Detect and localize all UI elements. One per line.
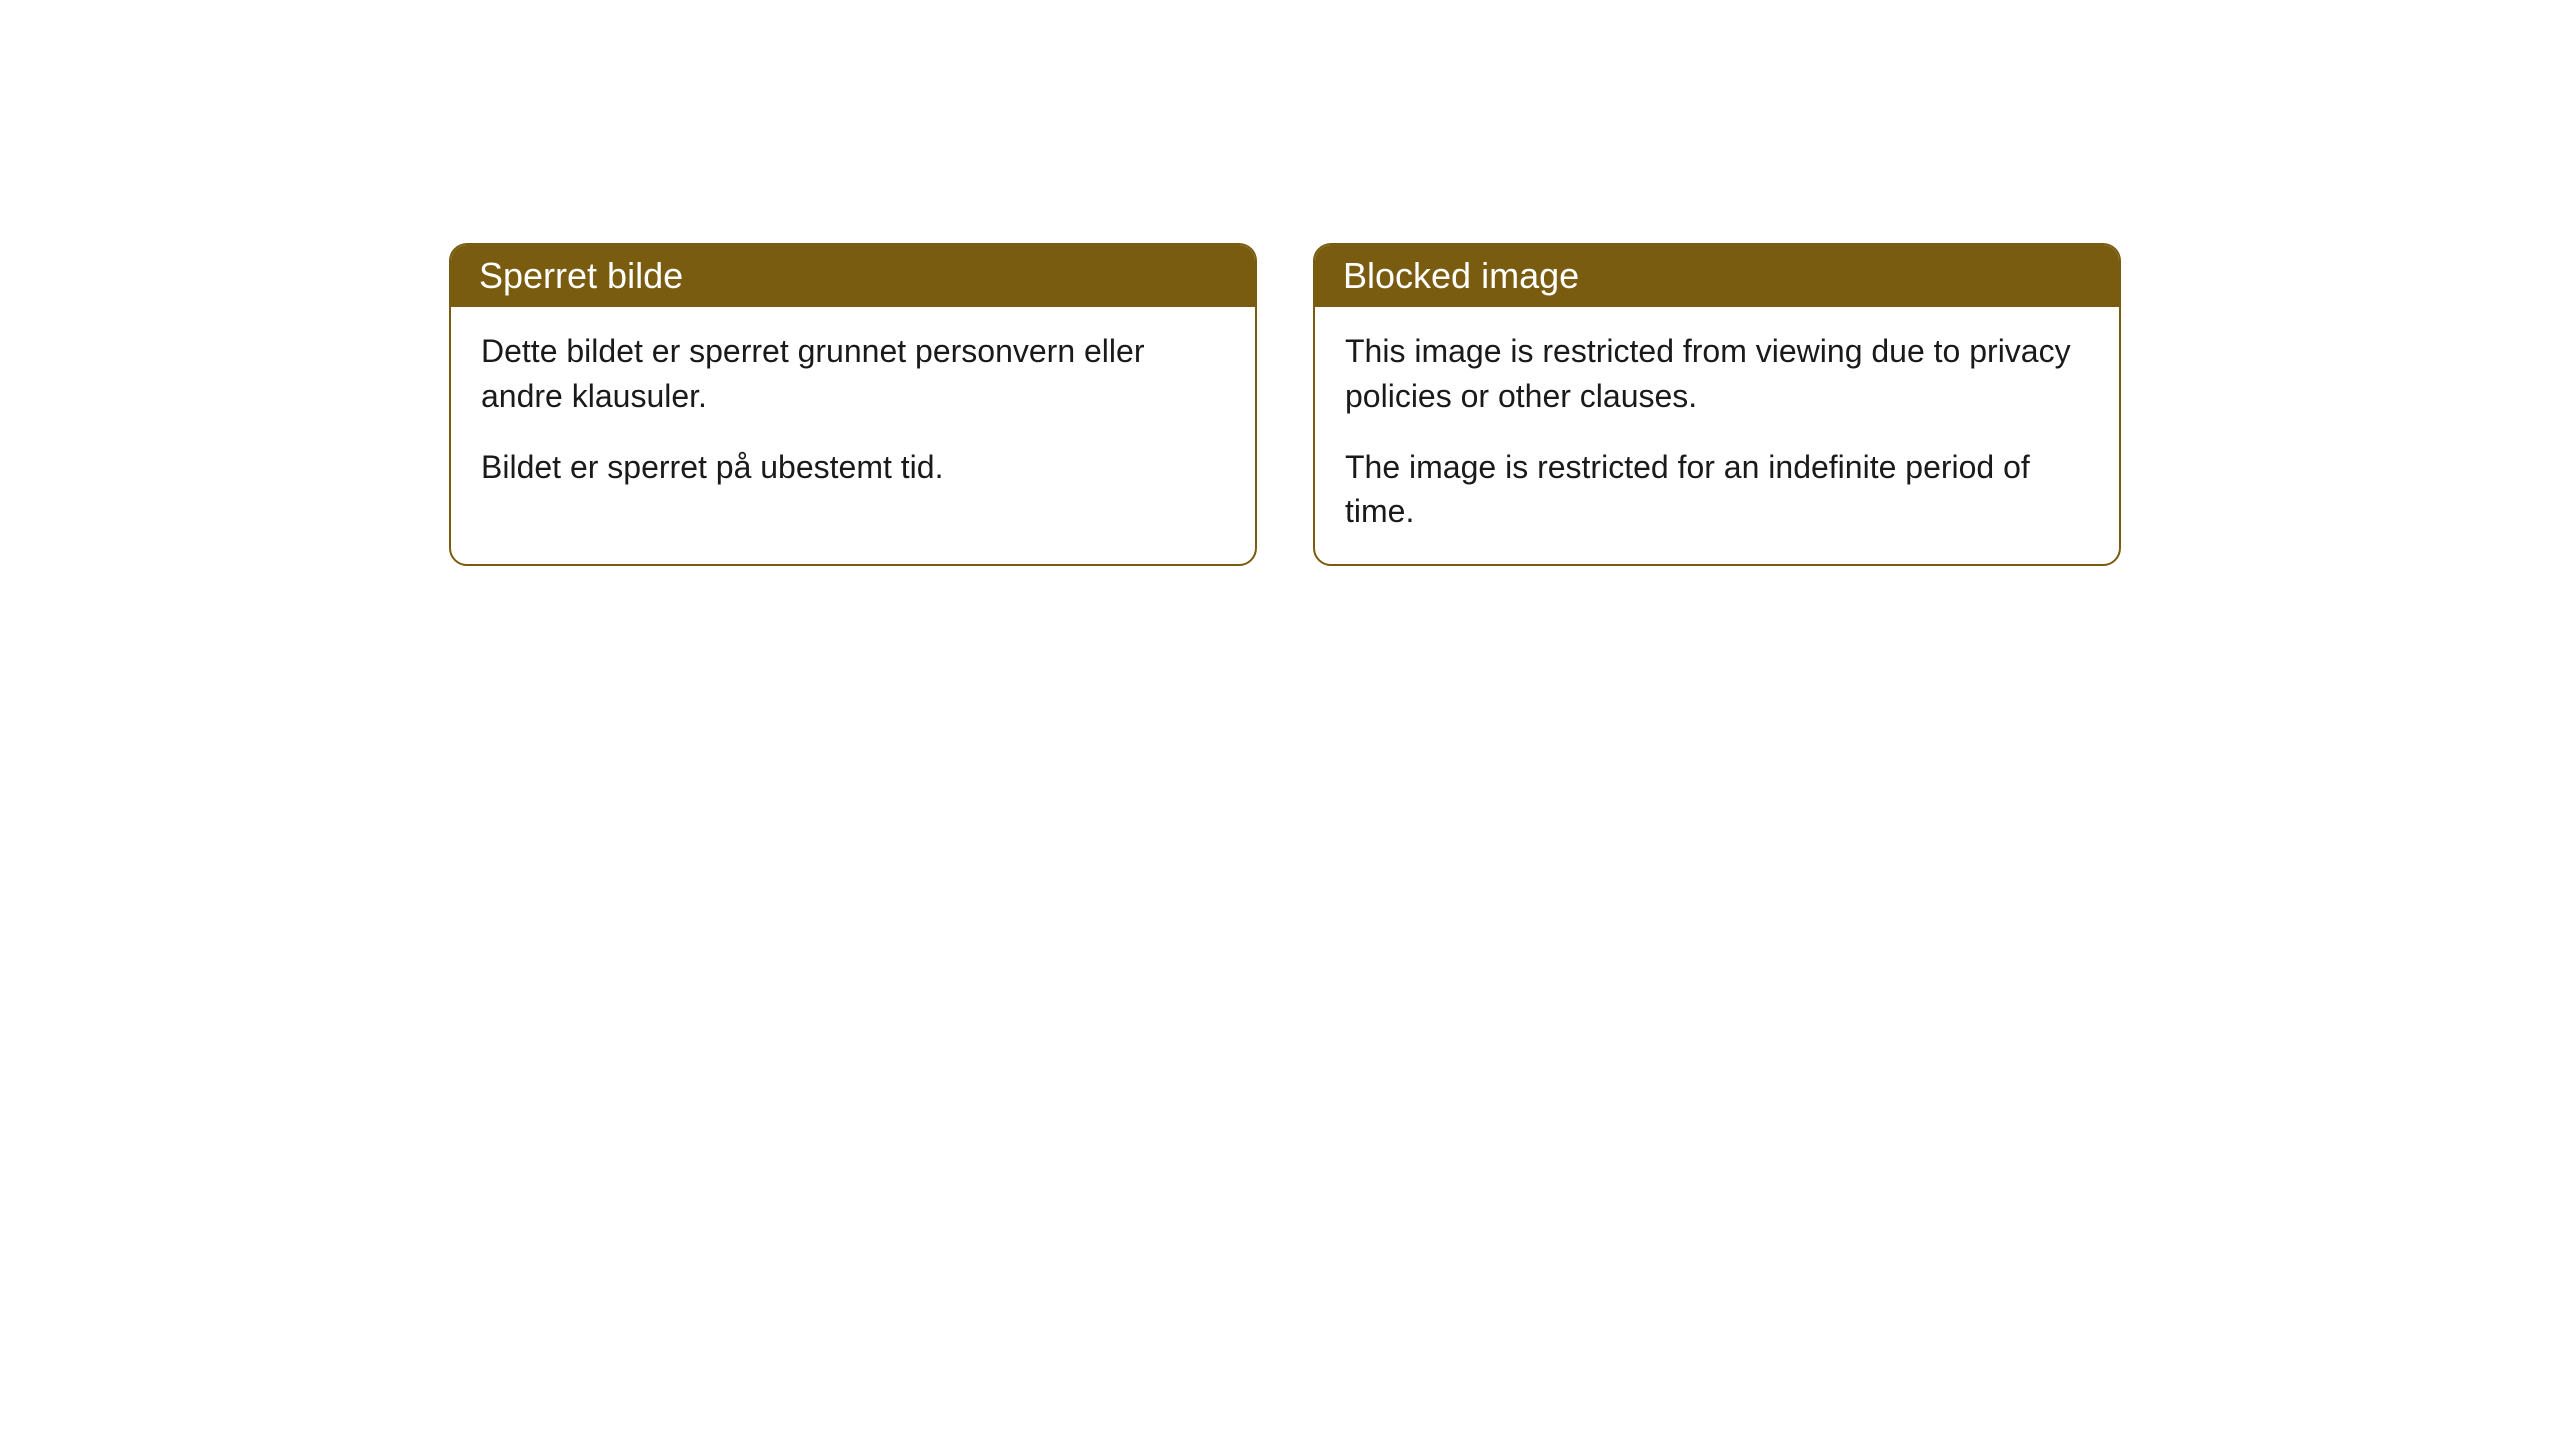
card-title: Blocked image (1343, 255, 1579, 296)
card-title: Sperret bilde (479, 255, 683, 296)
card-paragraph-2: Bildet er sperret på ubestemt tid. (481, 445, 1225, 490)
card-paragraph-1: This image is restricted from viewing du… (1345, 329, 2089, 419)
card-paragraph-1: Dette bildet er sperret grunnet personve… (481, 329, 1225, 419)
card-paragraph-2: The image is restricted for an indefinit… (1345, 445, 2089, 535)
card-header: Blocked image (1315, 245, 2119, 307)
card-body: This image is restricted from viewing du… (1315, 307, 2119, 564)
blocked-image-card-no: Sperret bilde Dette bildet er sperret gr… (449, 243, 1257, 566)
card-body: Dette bildet er sperret grunnet personve… (451, 307, 1255, 519)
cards-container: Sperret bilde Dette bildet er sperret gr… (449, 243, 2121, 566)
blocked-image-card-en: Blocked image This image is restricted f… (1313, 243, 2121, 566)
card-header: Sperret bilde (451, 245, 1255, 307)
